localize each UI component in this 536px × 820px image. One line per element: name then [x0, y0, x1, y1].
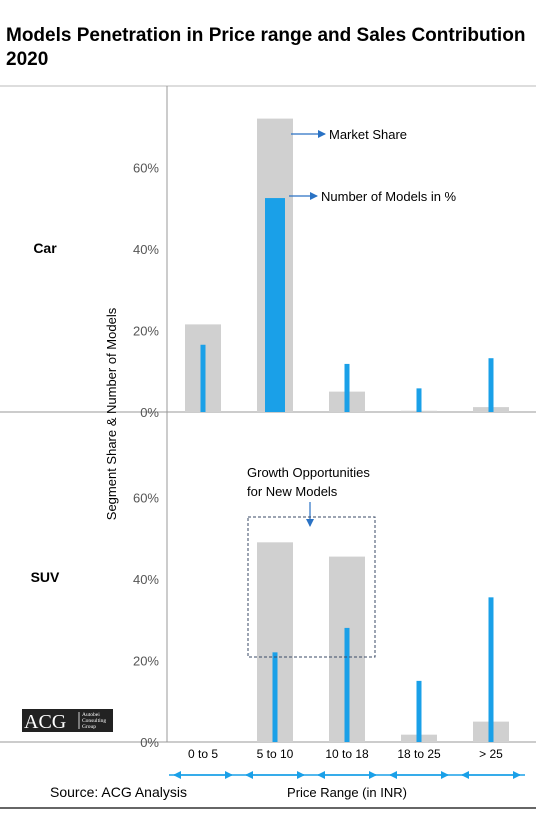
bar-suv-models-1 [272, 652, 278, 742]
logo-subtext: Group [82, 724, 96, 730]
bar-suv-models-2 [344, 627, 350, 742]
chart-title: Models Penetration in Price range and Sa… [6, 25, 526, 70]
bar-suv-models-4 [488, 597, 494, 742]
y-tick-label-suv: 0% [140, 735, 159, 750]
y-tick-label-car: 40% [133, 242, 159, 257]
market-share-annotation: Market Share [329, 127, 407, 142]
panel-label-suv: SUV [31, 569, 60, 585]
bar-car-models-0 [200, 344, 206, 412]
y-tick-label-suv: 40% [133, 572, 159, 587]
x-tick-label: 10 to 18 [325, 747, 369, 761]
x-tick-label: 18 to 25 [397, 747, 441, 761]
y-tick-label-car: 60% [133, 161, 159, 176]
panel-label-car: Car [33, 240, 57, 256]
bar-suv-models-3 [416, 680, 422, 742]
x-axis-title: Price Range (in INR) [287, 785, 407, 800]
logo-subtext: Consulting [82, 718, 106, 724]
y-axis-title: Segment Share & Number of Models [104, 307, 119, 520]
bar-car-models-2 [344, 363, 350, 412]
bar-car-models-3 [416, 388, 422, 412]
logo-subtext: Autobei [82, 712, 100, 718]
y-tick-label-suv: 60% [133, 491, 159, 506]
growth-annotation: Growth Opportunities [247, 465, 370, 480]
y-tick-label-car: 20% [133, 324, 159, 339]
x-tick-label: 0 to 5 [188, 747, 218, 761]
y-tick-label-car: 0% [140, 405, 159, 420]
x-tick-label: > 25 [479, 747, 503, 761]
logo-text: ACG [24, 711, 66, 733]
y-tick-label-suv: 20% [133, 654, 159, 669]
x-tick-label: 5 to 10 [257, 747, 294, 761]
growth-annotation: for New Models [247, 484, 338, 499]
models-annotation: Number of Models in % [321, 189, 457, 204]
bar-car-models-4 [488, 358, 494, 412]
growth-highlight-box [247, 516, 376, 658]
source-note: Source: ACG Analysis [50, 784, 187, 800]
bar-car-models-1 [265, 198, 285, 412]
